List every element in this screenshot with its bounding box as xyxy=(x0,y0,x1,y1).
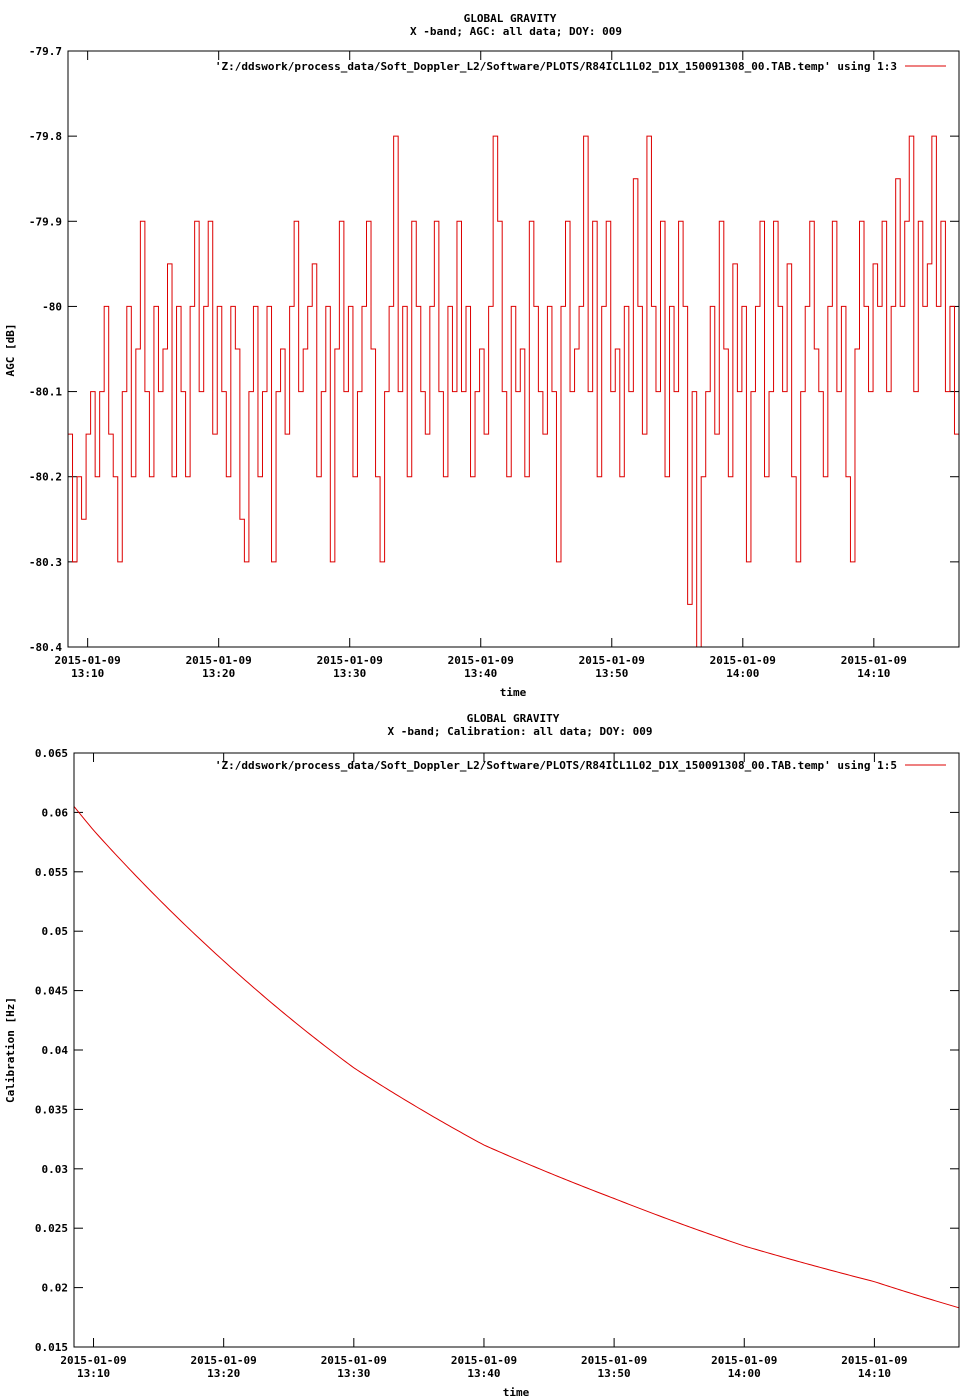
agc-y-tick-label: -80.2 xyxy=(29,471,62,484)
calibration-x-tick-time: 14:00 xyxy=(728,1367,761,1380)
agc-x-axis-label: time xyxy=(500,686,527,699)
agc-x-tick-date: 2015-01-09 xyxy=(448,654,514,667)
calibration-chart-subtitle: X -band; Calibration: all data; DOY: 009 xyxy=(388,725,653,738)
agc-y-tick-label: -80.1 xyxy=(29,386,62,399)
calibration-x-tick-date: 2015-01-09 xyxy=(711,1354,777,1367)
calibration-y-tick-label: 0.045 xyxy=(35,985,68,998)
calibration-x-tick-date: 2015-01-09 xyxy=(191,1354,257,1367)
agc-x-tick-date: 2015-01-09 xyxy=(710,654,776,667)
calibration-y-tick-label: 0.015 xyxy=(35,1341,68,1354)
agc-x-tick-date: 2015-01-09 xyxy=(55,654,121,667)
agc-y-tick-label: -79.7 xyxy=(29,45,62,58)
calibration-y-tick-label: 0.05 xyxy=(42,925,69,938)
agc-y-axis-label: AGC [dB] xyxy=(4,324,17,377)
agc-chart: GLOBAL GRAVITY X -band; AGC: all data; D… xyxy=(4,12,960,699)
calibration-legend-label: 'Z:/ddswork/process_data/Soft_Doppler_L2… xyxy=(215,759,897,772)
agc-x-tick-date: 2015-01-09 xyxy=(841,654,907,667)
agc-y-tick-label: -80 xyxy=(42,300,62,313)
calibration-x-tick-time: 14:10 xyxy=(858,1367,891,1380)
agc-chart-subtitle: X -band; AGC: all data; DOY: 009 xyxy=(410,25,622,38)
agc-x-tick-date: 2015-01-09 xyxy=(579,654,645,667)
calibration-x-tick-date: 2015-01-09 xyxy=(321,1354,387,1367)
calibration-y-tick-label: 0.035 xyxy=(35,1103,68,1116)
calibration-y-tick-label: 0.03 xyxy=(42,1163,69,1176)
calibration-x-tick-time: 13:30 xyxy=(337,1367,370,1380)
agc-y-tick-label: -79.9 xyxy=(29,215,62,228)
calibration-series-line xyxy=(73,806,960,1309)
calibration-plot-frame xyxy=(73,752,960,1348)
agc-x-tick-time: 14:00 xyxy=(726,667,759,680)
calibration-y-tick-label: 0.025 xyxy=(35,1222,68,1235)
calibration-x-tick-date: 2015-01-09 xyxy=(581,1354,647,1367)
agc-x-tick-time: 13:50 xyxy=(595,667,628,680)
agc-x-tick-time: 13:20 xyxy=(202,667,235,680)
calibration-x-tick-time: 13:50 xyxy=(598,1367,631,1380)
calibration-y-tick-label: 0.04 xyxy=(42,1044,69,1057)
agc-series-line xyxy=(68,135,959,648)
agc-legend-label: 'Z:/ddswork/process_data/Soft_Doppler_L2… xyxy=(215,60,897,73)
agc-y-tick-label: -80.4 xyxy=(29,641,62,654)
calibration-y-tick-label: 0.055 xyxy=(35,866,68,879)
calibration-x-tick-time: 13:20 xyxy=(207,1367,240,1380)
agc-x-tick-date: 2015-01-09 xyxy=(317,654,383,667)
agc-y-tick-label: -79.8 xyxy=(29,130,62,143)
agc-x-tick-time: 13:30 xyxy=(333,667,366,680)
calibration-y-axis-label: Calibration [Hz] xyxy=(4,997,17,1103)
calibration-x-axis-label: time xyxy=(503,1386,530,1399)
calibration-x-tick-date: 2015-01-09 xyxy=(841,1354,907,1367)
agc-x-tick-time: 13:40 xyxy=(464,667,497,680)
agc-x-tick-date: 2015-01-09 xyxy=(186,654,252,667)
calibration-chart: GLOBAL GRAVITY X -band; Calibration: all… xyxy=(4,712,960,1399)
calibration-x-tick-time: 13:10 xyxy=(77,1367,110,1380)
calibration-y-tick-label: 0.065 xyxy=(35,747,68,760)
calibration-x-tick-date: 2015-01-09 xyxy=(60,1354,126,1367)
calibration-y-tick-label: 0.06 xyxy=(42,806,69,819)
agc-x-tick-time: 14:10 xyxy=(857,667,890,680)
calibration-x-tick-date: 2015-01-09 xyxy=(451,1354,517,1367)
agc-x-tick-time: 13:10 xyxy=(71,667,104,680)
agc-plot-frame xyxy=(67,50,960,648)
calibration-x-tick-time: 13:40 xyxy=(467,1367,500,1380)
agc-y-tick-label: -80.3 xyxy=(29,556,62,569)
calibration-chart-title: GLOBAL GRAVITY xyxy=(467,712,560,725)
calibration-y-tick-label: 0.02 xyxy=(42,1282,69,1295)
agc-chart-title: GLOBAL GRAVITY xyxy=(464,12,557,25)
